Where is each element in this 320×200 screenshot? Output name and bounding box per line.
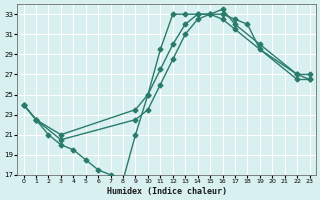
- X-axis label: Humidex (Indice chaleur): Humidex (Indice chaleur): [107, 187, 227, 196]
